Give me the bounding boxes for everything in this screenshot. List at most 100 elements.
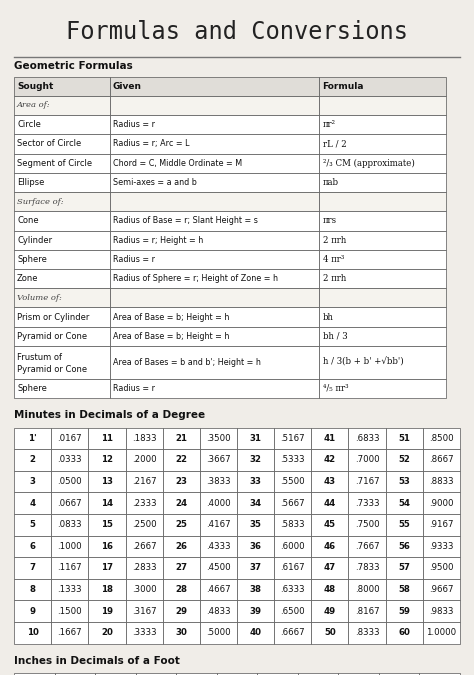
Bar [319,379,447,398]
Text: Radius of Sphere = r; Height of Zone = h: Radius of Sphere = r; Height of Zone = h [113,274,278,283]
Bar [274,535,311,557]
Text: .8500: .8500 [429,434,454,443]
Text: .0333: .0333 [58,456,82,464]
Text: Sphere: Sphere [17,255,47,264]
Text: 22: 22 [175,456,187,464]
Text: 26: 26 [175,542,187,551]
Bar [274,578,311,600]
Bar [95,673,136,675]
Bar [176,673,217,675]
Bar [311,535,348,557]
Bar [348,427,385,449]
Bar [274,557,311,578]
Text: 29: 29 [175,607,187,616]
Text: .5000: .5000 [206,628,231,637]
Bar [385,514,423,535]
Bar [274,514,311,535]
Text: .2000: .2000 [132,456,156,464]
Text: .4500: .4500 [206,564,231,572]
Bar [311,622,348,643]
Text: Radius = r: Radius = r [113,120,155,129]
Bar [385,427,423,449]
Bar [14,288,110,307]
Text: 13: 13 [101,477,113,486]
Text: 56: 56 [398,542,410,551]
Text: 10: 10 [27,628,39,637]
Text: .6000: .6000 [281,542,305,551]
Text: Sector of Circle: Sector of Circle [17,140,82,148]
Text: .6333: .6333 [281,585,305,594]
Bar [237,578,274,600]
Bar [237,492,274,514]
Bar [14,230,110,250]
Bar [237,600,274,622]
Text: 2 πrh: 2 πrh [323,236,346,244]
Text: Zone: Zone [17,274,38,283]
Bar [163,427,200,449]
Text: 18: 18 [101,585,113,594]
Text: .6667: .6667 [281,628,305,637]
Text: 31: 31 [250,434,262,443]
Bar [14,346,110,379]
Text: 33: 33 [250,477,262,486]
Text: 32: 32 [250,456,262,464]
Bar [237,470,274,492]
Text: 4 πr³: 4 πr³ [323,255,344,264]
Bar [423,427,460,449]
Text: Radius = r; Arc = L: Radius = r; Arc = L [113,140,189,148]
Bar [163,557,200,578]
Text: .7500: .7500 [355,520,379,529]
Text: 49: 49 [324,607,336,616]
Bar [110,192,319,211]
Text: Radius of Base = r; Slant Height = s: Radius of Base = r; Slant Height = s [113,217,258,225]
Bar [200,427,237,449]
Text: 28: 28 [175,585,187,594]
Bar [110,250,319,269]
Bar [348,578,385,600]
Bar [385,535,423,557]
Text: 2: 2 [30,456,36,464]
Bar [200,470,237,492]
Bar [110,269,319,288]
Bar [110,154,319,173]
Text: .1500: .1500 [58,607,82,616]
Bar [14,115,110,134]
Text: 35: 35 [250,520,262,529]
Bar [14,211,110,230]
Text: Pyramid or Cone: Pyramid or Cone [17,332,87,341]
Text: 15: 15 [101,520,113,529]
Bar [110,211,319,230]
Bar [385,492,423,514]
Text: Volume of:: Volume of: [17,294,62,302]
Bar [51,578,89,600]
Bar [136,673,176,675]
Bar [163,449,200,470]
Text: .6167: .6167 [281,564,305,572]
Bar [126,535,163,557]
Bar [110,307,319,327]
Text: .1667: .1667 [58,628,82,637]
Text: 54: 54 [398,499,410,508]
Bar [51,449,89,470]
Text: πr²: πr² [323,120,336,129]
Text: 6: 6 [30,542,36,551]
Bar [200,557,237,578]
Text: Segment of Circle: Segment of Circle [17,159,92,167]
Bar [14,622,51,643]
Bar [419,673,460,675]
Bar [89,492,126,514]
Text: 53: 53 [398,477,410,486]
Bar [163,514,200,535]
Text: .1333: .1333 [58,585,82,594]
Text: 19: 19 [101,607,113,616]
Bar [14,673,55,675]
Bar [14,470,51,492]
Text: .8833: .8833 [429,477,454,486]
Bar [126,557,163,578]
Text: .5333: .5333 [281,456,305,464]
Text: 21: 21 [175,434,187,443]
Bar [423,492,460,514]
Text: .3167: .3167 [132,607,156,616]
Text: .9500: .9500 [429,564,454,572]
Text: .3833: .3833 [206,477,231,486]
